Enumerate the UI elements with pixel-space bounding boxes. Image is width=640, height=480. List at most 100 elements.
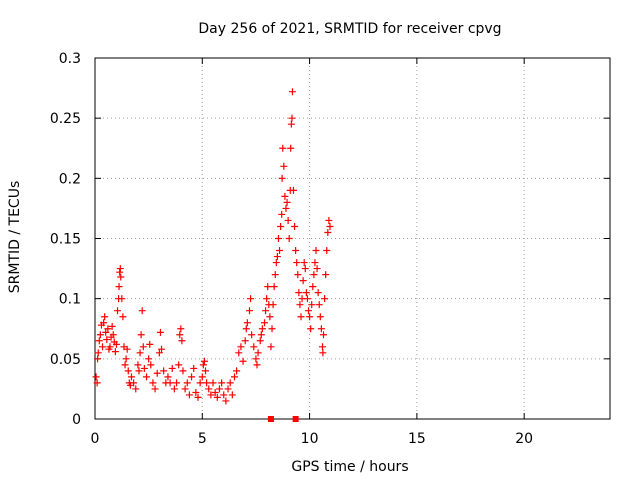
data-point xyxy=(115,283,123,291)
data-point xyxy=(192,389,200,397)
data-point xyxy=(300,259,308,267)
data-point xyxy=(242,325,250,333)
data-point xyxy=(272,259,280,267)
data-point xyxy=(143,373,150,381)
axes: 0 5 10 15 20 0 0.05 0.1 0.15 0.2 0.25 0.3 xyxy=(50,51,611,447)
data-point xyxy=(92,373,100,381)
plot-border xyxy=(94,57,611,420)
grid xyxy=(95,58,610,419)
data-point xyxy=(194,393,202,401)
data-point xyxy=(253,361,261,369)
data-point xyxy=(158,345,166,353)
y-axis-label: SRMTID / TECUs xyxy=(7,181,23,294)
data-point xyxy=(316,313,324,321)
data-point xyxy=(205,385,213,393)
y-tick-label: 0.1 xyxy=(59,292,81,308)
data-point xyxy=(202,367,210,375)
data-point xyxy=(109,331,117,339)
data-point xyxy=(297,313,305,321)
data-point xyxy=(320,331,328,339)
data-point xyxy=(95,337,103,345)
y-tick-label: 0.15 xyxy=(50,232,81,248)
data-point xyxy=(306,313,314,321)
data-point xyxy=(248,331,256,339)
data-point xyxy=(315,301,323,309)
data-point xyxy=(276,247,284,255)
data-point xyxy=(209,379,217,387)
data-point xyxy=(207,391,215,399)
data-point xyxy=(314,289,322,297)
y-tick-label: 0.3 xyxy=(59,51,81,67)
data-point xyxy=(302,289,310,297)
data-point xyxy=(135,367,143,375)
data-point xyxy=(173,379,181,387)
data-point xyxy=(313,265,321,273)
y-tick-label: 0 xyxy=(72,412,81,428)
data-point xyxy=(200,357,208,365)
data-point xyxy=(147,361,155,369)
data-point xyxy=(312,247,320,255)
data-point xyxy=(267,343,275,351)
data-point xyxy=(288,114,296,122)
data-point xyxy=(102,328,110,336)
data-point xyxy=(287,120,295,128)
data-point xyxy=(226,379,234,387)
data-point xyxy=(250,343,258,351)
data-point xyxy=(164,373,172,381)
data-point xyxy=(326,222,334,230)
data-point xyxy=(258,325,266,333)
data-point xyxy=(321,295,329,303)
data-point xyxy=(301,265,309,273)
data-point xyxy=(127,373,135,381)
x-tick-label: 5 xyxy=(198,431,207,447)
data-point xyxy=(309,283,317,291)
data-point xyxy=(218,379,226,387)
data-point xyxy=(103,336,111,344)
data-point xyxy=(136,349,144,357)
data-point xyxy=(295,289,303,297)
data-point xyxy=(246,307,253,315)
baseline-marker xyxy=(292,416,299,422)
data-point xyxy=(177,325,185,333)
data-point xyxy=(178,337,186,345)
data-point xyxy=(287,144,295,152)
data-point xyxy=(230,373,238,381)
data-point xyxy=(264,283,272,291)
data-point xyxy=(310,271,318,279)
data-point xyxy=(156,328,164,336)
data-point xyxy=(305,307,313,315)
data-point xyxy=(198,373,206,381)
data-point xyxy=(261,319,269,327)
data-point xyxy=(108,322,116,330)
data-point xyxy=(247,295,255,303)
data-point xyxy=(160,367,168,375)
data-points xyxy=(92,88,334,422)
data-point xyxy=(99,343,107,351)
data-point xyxy=(124,367,132,375)
data-point xyxy=(307,325,315,333)
data-point xyxy=(220,391,228,399)
data-point xyxy=(284,216,292,224)
data-point xyxy=(112,340,120,348)
data-point xyxy=(252,355,260,363)
data-point xyxy=(170,385,178,393)
data-point xyxy=(325,216,333,224)
data-point xyxy=(243,319,251,327)
data-point xyxy=(116,265,124,273)
data-point xyxy=(134,361,142,369)
data-point xyxy=(322,271,330,279)
data-point xyxy=(93,379,101,387)
x-tick-label: 20 xyxy=(515,431,533,447)
data-point xyxy=(190,364,198,372)
data-point xyxy=(311,259,319,267)
data-point xyxy=(168,364,176,372)
data-point xyxy=(96,331,104,339)
data-point xyxy=(271,271,279,279)
data-point xyxy=(263,295,271,303)
data-point xyxy=(270,283,278,291)
data-point xyxy=(268,325,276,333)
x-axis-label: GPS time / hours xyxy=(291,459,408,475)
data-point xyxy=(291,222,299,230)
data-point xyxy=(318,343,326,351)
